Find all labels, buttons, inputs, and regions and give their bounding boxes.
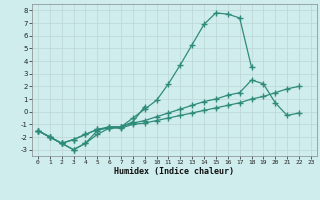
X-axis label: Humidex (Indice chaleur): Humidex (Indice chaleur) — [115, 167, 234, 176]
